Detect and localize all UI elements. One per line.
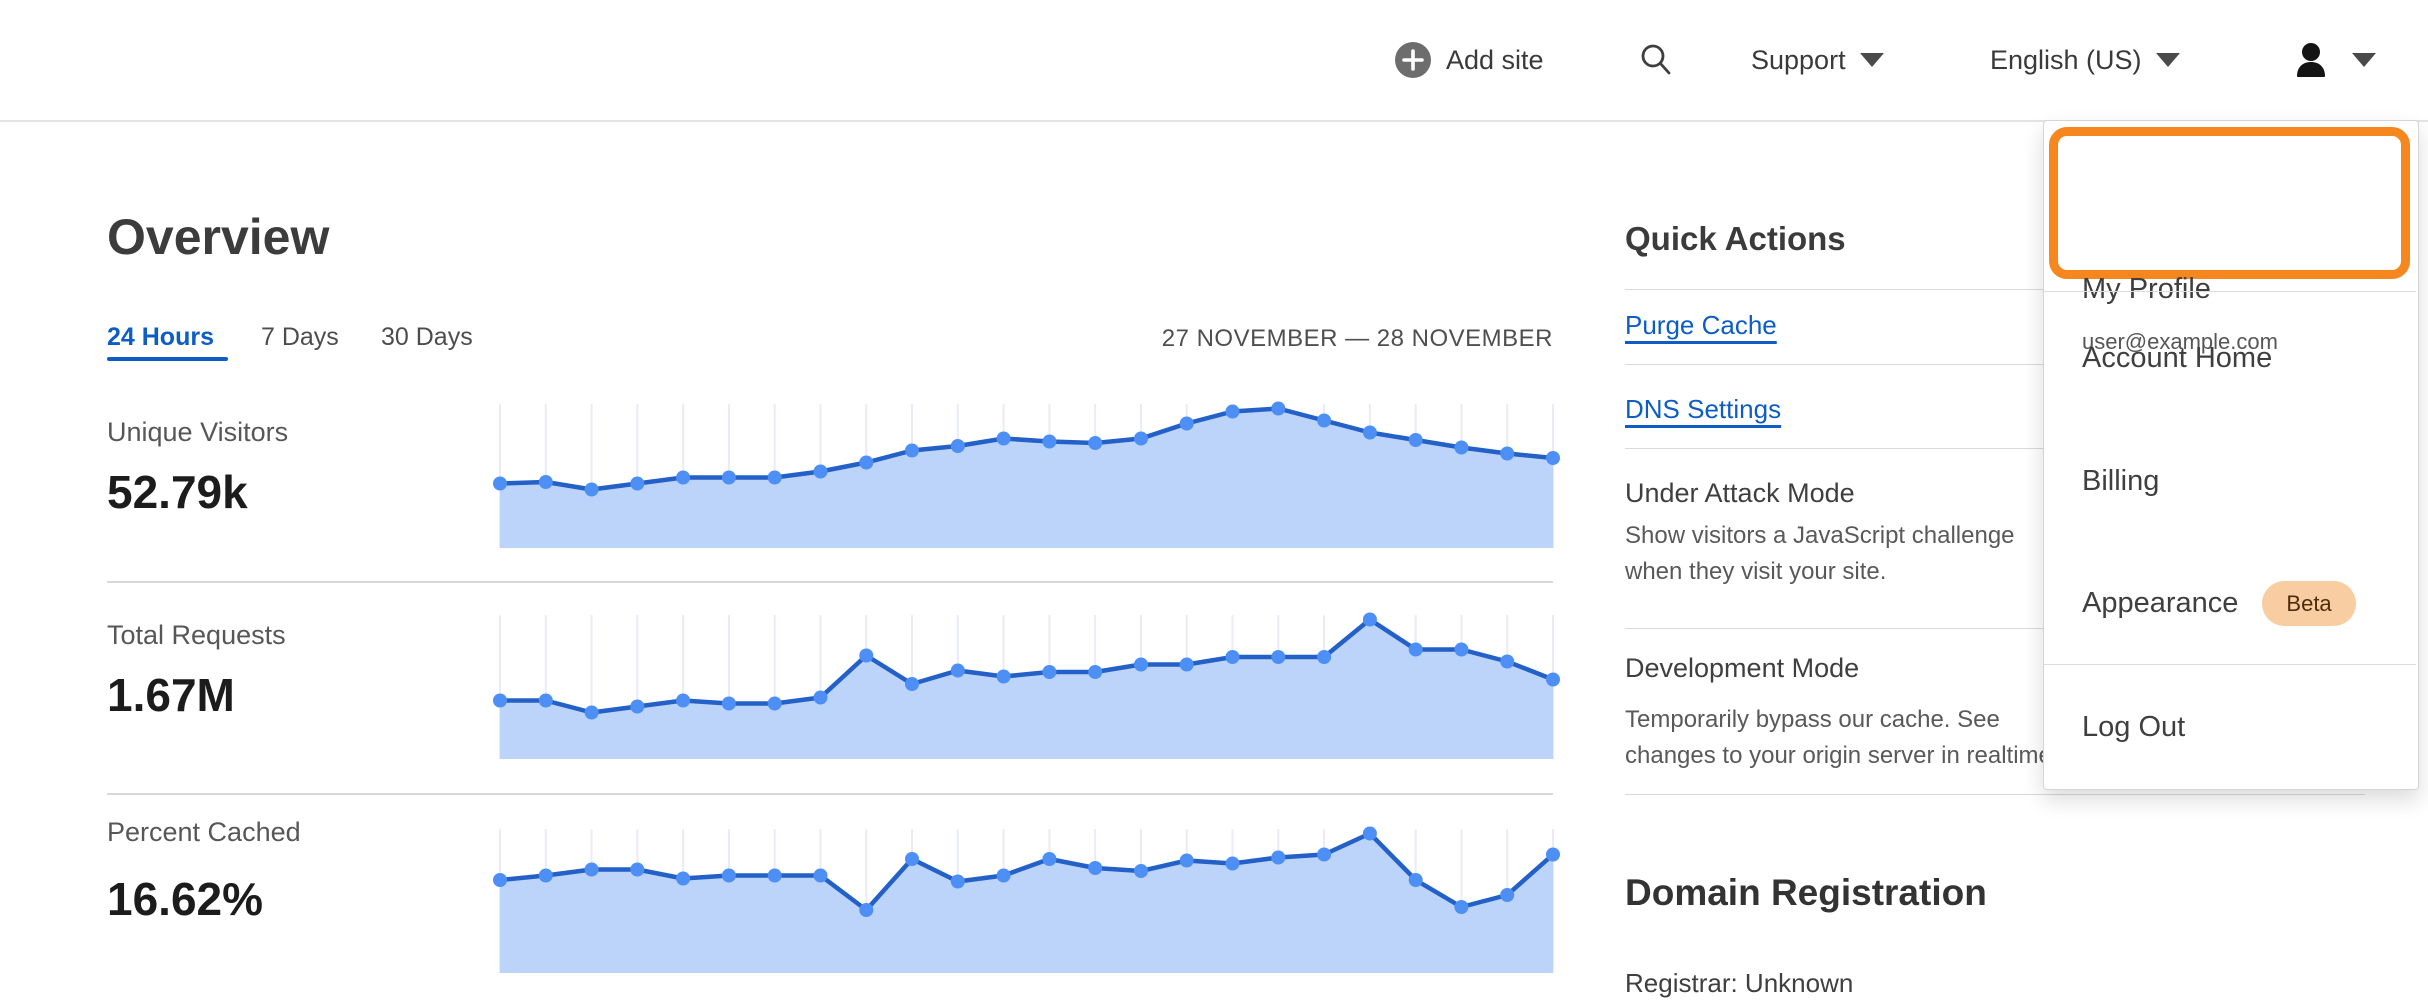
active-tab-underline — [107, 357, 228, 361]
caret-down-icon — [2352, 53, 2376, 67]
user-icon — [2290, 39, 2332, 81]
divider — [1625, 448, 2365, 449]
dns-settings-link[interactable]: DNS Settings — [1625, 394, 1782, 424]
under-attack-mode-label: Under Attack Mode — [1625, 478, 1855, 508]
account-dropdown: My Profile user@example.com Account Home… — [2043, 120, 2419, 790]
percent-cached-chart — [493, 826, 1560, 973]
divider — [107, 793, 1553, 795]
domain-registration-title: Domain Registration — [1625, 872, 1987, 913]
caret-down-icon — [2155, 53, 2180, 67]
development-mode-label: Development Mode — [1625, 653, 1860, 683]
page-title: Overview — [107, 209, 330, 265]
stat-label-unique-visitors: Unique Visitors — [107, 417, 289, 447]
beta-badge: Beta — [2262, 581, 2356, 626]
support-menu[interactable]: Support — [1751, 0, 1884, 120]
add-site-label: Add site — [1446, 44, 1544, 75]
tab-30-days[interactable]: 30 Days — [381, 323, 473, 351]
add-site-button[interactable]: Add site — [1394, 0, 1544, 120]
caret-down-icon — [1859, 53, 1884, 67]
plus-circle-icon — [1394, 41, 1432, 79]
profile-email: user@example.com — [2082, 329, 2278, 354]
under-attack-mode-description: Show visitors a JavaScript challenge whe… — [1625, 522, 2015, 585]
divider — [1625, 794, 2365, 795]
language-menu[interactable]: English (US) — [1990, 0, 2180, 120]
sidebar: Quick Actions Purge Cache DNS Settings U… — [1625, 120, 2365, 1008]
search-icon — [1637, 41, 1675, 79]
appearance-label: Appearance — [2082, 587, 2239, 619]
divider — [1625, 628, 2365, 629]
stat-value-unique-visitors: 52.79k — [107, 466, 248, 518]
total-requests-chart — [493, 612, 1560, 759]
divider — [2044, 664, 2416, 665]
menu-item-appearance[interactable]: Appearance Beta — [2082, 581, 2356, 626]
divider — [1625, 289, 2365, 290]
language-label: English (US) — [1990, 44, 2142, 75]
my-profile-label: My Profile — [2082, 273, 2211, 305]
search-button[interactable] — [1637, 0, 1675, 120]
divider — [2044, 291, 2416, 292]
quick-actions-title: Quick Actions — [1625, 220, 1846, 257]
top-nav: Add site Support English (US) — [0, 0, 2428, 122]
stat-label-total-requests: Total Requests — [107, 620, 286, 650]
stat-label-percent-cached: Percent Cached — [107, 817, 301, 847]
support-label: Support — [1751, 44, 1846, 75]
account-menu-button[interactable] — [2290, 0, 2376, 120]
purge-cache-link[interactable]: Purge Cache — [1625, 310, 1777, 340]
menu-item-billing[interactable]: Billing — [2082, 465, 2160, 497]
menu-item-log-out[interactable]: Log Out — [2082, 711, 2186, 743]
divider — [1625, 364, 2365, 365]
tab-24-hours[interactable]: 24 Hours — [107, 323, 214, 351]
menu-item-account-home[interactable]: Account Home — [2082, 342, 2273, 374]
unique-visitors-chart — [493, 401, 1560, 548]
development-mode-description: Temporarily bypass our cache. See change… — [1625, 706, 2059, 769]
registrar-text: Registrar: Unknown — [1625, 968, 1854, 998]
stat-value-total-requests: 1.67M — [107, 669, 235, 721]
date-range: 27 NOVEMBER — 28 NOVEMBER — [1161, 325, 1553, 352]
tab-7-days[interactable]: 7 Days — [261, 323, 339, 351]
annotation-highlight — [2049, 127, 2410, 279]
divider — [107, 581, 1553, 583]
stat-value-percent-cached: 16.62% — [107, 873, 264, 925]
